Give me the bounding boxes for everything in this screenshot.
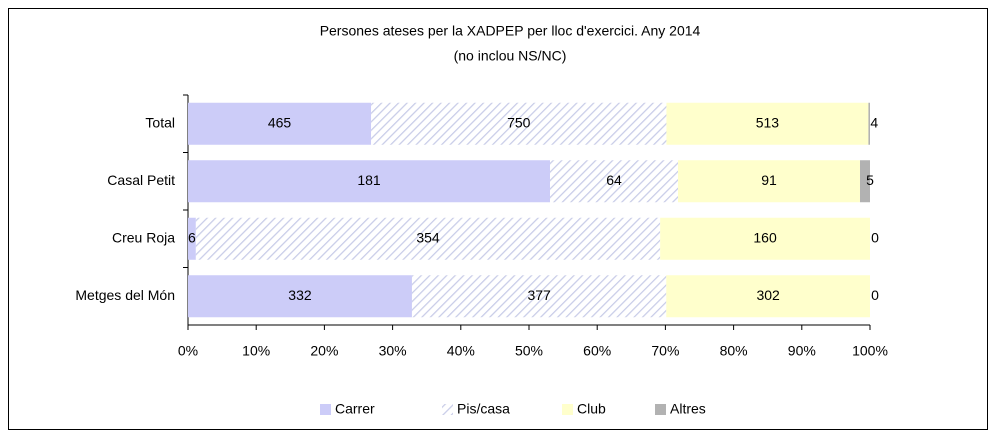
bar-segment <box>660 217 870 260</box>
x-tick-label: 10% <box>242 343 270 359</box>
bar-segment <box>411 275 667 318</box>
x-tick-label: 80% <box>720 343 748 359</box>
bar-segment <box>188 275 412 318</box>
bar-segment <box>678 160 860 203</box>
y-tick-label: Total <box>145 114 175 130</box>
bar-segment <box>371 102 667 145</box>
y-tick-label: Creu Roja <box>112 229 175 245</box>
bar-segment <box>195 217 661 260</box>
data-label: 64 <box>606 172 622 188</box>
data-label: 750 <box>507 114 531 130</box>
data-label: 181 <box>357 172 381 188</box>
bar-segment <box>666 102 869 145</box>
x-tick-label: 70% <box>651 343 679 359</box>
legend-swatch <box>320 404 331 415</box>
bar-segment <box>666 275 870 318</box>
chart-subtitle: (no inclou NS/NC) <box>454 48 567 64</box>
legend-label: Pis/casa <box>457 401 510 417</box>
legend-label: Carrer <box>335 401 375 417</box>
data-label: 5 <box>866 172 874 188</box>
legend-label: Club <box>577 401 606 417</box>
x-tick-label: 30% <box>379 343 407 359</box>
x-tick-label: 60% <box>583 343 611 359</box>
legend-swatch <box>562 404 573 415</box>
data-label: 6 <box>188 229 196 245</box>
x-tick-label: 90% <box>788 343 816 359</box>
bar-segment <box>868 102 870 145</box>
data-label: 354 <box>416 229 440 245</box>
x-tick-label: 50% <box>515 343 543 359</box>
data-label: 160 <box>753 229 777 245</box>
bar-segment <box>188 217 196 260</box>
data-label: 465 <box>268 114 292 130</box>
bar-segment <box>860 160 870 203</box>
bar-segment <box>188 102 372 145</box>
bar-segment <box>188 160 550 203</box>
x-tick-label: 40% <box>447 343 475 359</box>
y-tick-label: Metges del Món <box>75 287 175 303</box>
data-label: 0 <box>871 287 879 303</box>
data-label: 332 <box>288 287 312 303</box>
legend-swatch <box>442 404 453 415</box>
chart-title: Persones ateses per la XADPEP per lloc d… <box>320 23 701 39</box>
data-label: 377 <box>527 287 551 303</box>
data-label: 4 <box>870 114 878 130</box>
x-tick-label: 0% <box>178 343 198 359</box>
x-tick-label: 100% <box>852 343 888 359</box>
data-label: 91 <box>761 172 777 188</box>
y-tick-label: Casal Petit <box>107 172 175 188</box>
data-label: 302 <box>756 287 780 303</box>
bar-segment <box>550 160 678 203</box>
data-label: 513 <box>756 114 780 130</box>
x-tick-label: 20% <box>310 343 338 359</box>
legend-swatch <box>655 404 666 415</box>
legend-label: Altres <box>670 401 706 417</box>
data-label: 0 <box>871 229 879 245</box>
